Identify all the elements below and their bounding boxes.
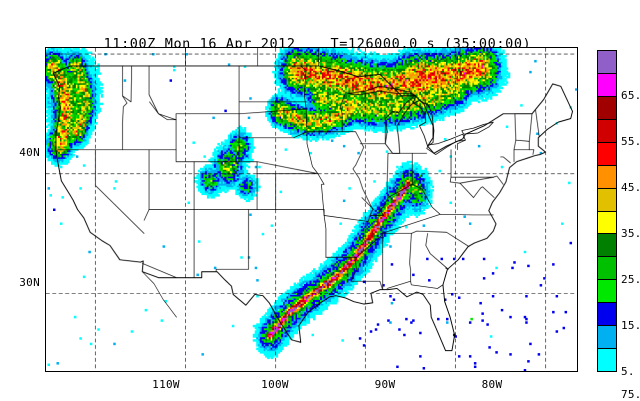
colorbar-band-65 (598, 74, 616, 97)
colorbar-band-35 (598, 211, 616, 235)
x-axis-tick-90w: 90W (374, 378, 396, 391)
y-axis-tick-30n: 30N (19, 276, 40, 289)
colorbar-tick-25: 25. (621, 273, 640, 286)
colorbar-band-45 (598, 165, 616, 189)
colorbar-band-10 (598, 326, 616, 350)
colorbar-tick-15: 15. (621, 319, 640, 332)
colorbar-band-50 (598, 142, 616, 166)
colorbar-tick-55: 55. (621, 135, 640, 148)
y-axis-tick-40n: 40N (19, 146, 40, 159)
colorbar-band-60 (598, 96, 616, 120)
colorbar-band-40 (598, 188, 616, 212)
reflectivity-map-canvas (46, 48, 577, 371)
colorbar-band-55 (598, 119, 616, 143)
colorbar-band-5 (598, 349, 616, 371)
colorbar-tick-35: 35. (621, 227, 640, 240)
colorbar-band-30 (598, 234, 616, 258)
colorbar-band-20 (598, 280, 616, 304)
colorbar: 75. 65. 55. 45. 35. 25. 15. 5. (597, 50, 640, 401)
colorbar-tick-65: 65. (621, 89, 640, 102)
colorbar-tick-45: 45. (621, 181, 640, 194)
map-plot-area (45, 47, 578, 372)
colorbar-tick-75: 75. (621, 388, 640, 401)
x-axis-tick-100w: 100W (261, 378, 289, 391)
colorbar-tick-5: 5. (621, 365, 635, 378)
colorbar-band-15 (598, 303, 616, 327)
x-axis-tick-80w: 80W (481, 378, 503, 391)
colorbar-band-25 (598, 257, 616, 281)
colorbar-band-70 (598, 51, 616, 75)
x-axis-tick-110w: 110W (152, 378, 180, 391)
colorbar-bands (597, 50, 617, 372)
